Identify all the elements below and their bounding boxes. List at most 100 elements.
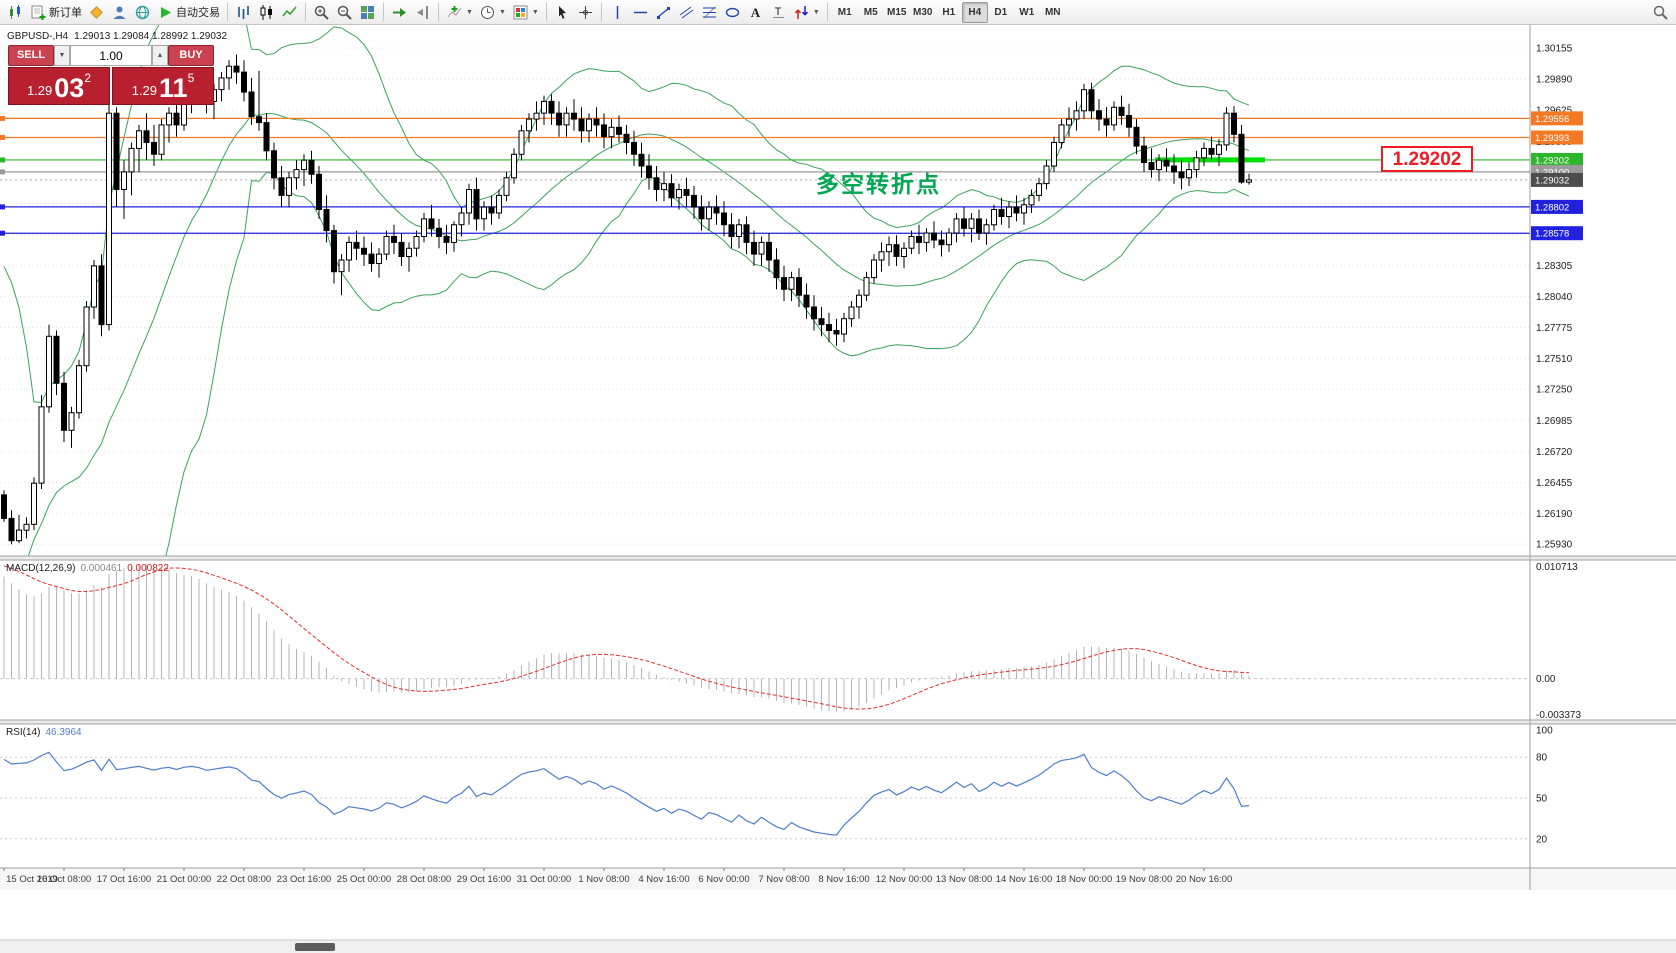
macd-pane: 0.010713 0.00 -0.003373	[0, 562, 1581, 721]
timeframe-H4-button[interactable]: H4	[961, 1, 988, 23]
chart-window[interactable]: 1.301551.298901.296251.293601.290951.288…	[0, 25, 1676, 953]
lot-size-input[interactable]	[70, 45, 152, 66]
search-glyph	[1653, 5, 1668, 20]
trendline-glyph	[656, 6, 670, 19]
svg-text:1.29890: 1.29890	[1536, 75, 1573, 86]
macd-histogram	[3, 563, 1250, 713]
lot-spin-down[interactable]: ▼	[54, 45, 70, 66]
svg-text:31 Oct 00:00: 31 Oct 00:00	[517, 874, 571, 885]
metaeditor-icon[interactable]	[85, 2, 108, 23]
sell-button[interactable]: SELL	[8, 45, 54, 66]
ask-pipette: 5	[187, 71, 195, 85]
one-click-prices: 1.29 03 2 1.29 11 5	[8, 67, 214, 105]
toolbar-separator	[545, 3, 547, 21]
toolbar-separator	[826, 3, 828, 21]
rsi-indicator-label: RSI(14) 46.3964	[6, 727, 82, 738]
app-glyph	[10, 4, 20, 19]
profile-icon[interactable]	[108, 2, 131, 23]
timeframe-M5-button[interactable]: M5	[858, 2, 884, 23]
buy-button[interactable]: BUY	[168, 45, 214, 66]
svg-text:80: 80	[1536, 753, 1548, 764]
zoom-in-icon[interactable]	[310, 2, 333, 23]
shapes-glyph	[725, 7, 740, 17]
buy-price-button[interactable]: 1.29 11 5	[112, 67, 214, 105]
clock-glyph	[480, 5, 494, 19]
timeframe-W1-button[interactable]: W1	[1014, 2, 1040, 23]
ohlc-values: 1.29013 1.29084 1.28992 1.29032	[74, 31, 228, 42]
bid-prefix: 1.29	[26, 83, 53, 98]
horizontal-level-lines[interactable]	[0, 115, 1530, 236]
candles	[1, 54, 1252, 545]
text-icon[interactable]: A	[744, 2, 767, 23]
svg-text:7 Nov 08:00: 7 Nov 08:00	[758, 874, 809, 885]
svg-text:50: 50	[1536, 794, 1548, 805]
indicators-icon[interactable]: ▼	[443, 2, 476, 23]
svg-text:18 Nov 00:00: 18 Nov 00:00	[1056, 874, 1113, 885]
autotrading-button[interactable]: 自动交易	[154, 2, 223, 23]
bid-pipette: 2	[84, 71, 92, 85]
lot-spin-up[interactable]: ▲	[152, 45, 168, 66]
svg-text:0.00: 0.00	[1536, 674, 1556, 685]
line-chart-icon[interactable]	[278, 2, 301, 23]
trendline-icon[interactable]	[652, 2, 675, 23]
candles-glyph	[260, 4, 272, 20]
chart-text-annotation: 多空转折点	[816, 171, 941, 197]
svg-text:19 Nov 08:00: 19 Nov 08:00	[1116, 874, 1173, 885]
label-glyph: T	[772, 6, 784, 18]
svg-text:25 Oct 00:00: 25 Oct 00:00	[337, 874, 391, 885]
periods-dropdown[interactable]: ▼	[476, 2, 509, 23]
macd-name: MACD(12,26,9)	[6, 563, 76, 574]
svg-text:4 Nov 16:00: 4 Nov 16:00	[638, 874, 689, 885]
tile-windows-icon[interactable]	[356, 2, 379, 23]
app-icon[interactable]	[4, 2, 27, 23]
svg-text:28 Oct 08:00: 28 Oct 08:00	[397, 874, 451, 885]
fibonacci-icon[interactable]	[698, 2, 721, 23]
svg-text:21 Oct 00:00: 21 Oct 00:00	[157, 874, 211, 885]
svg-text:1.27775: 1.27775	[1536, 323, 1573, 334]
chevron-down-icon: ▼	[812, 8, 820, 16]
search-icon[interactable]	[1649, 2, 1672, 23]
shapes-icon[interactable]	[721, 2, 744, 23]
auto-scroll-icon[interactable]	[388, 2, 411, 23]
timeframe-D1-button[interactable]: D1	[988, 2, 1014, 23]
zoom-in-glyph	[314, 5, 329, 20]
bar-chart-icon[interactable]	[232, 2, 255, 23]
candlestick-chart-icon[interactable]	[255, 2, 278, 23]
svg-text:6 Nov 00:00: 6 Nov 00:00	[698, 874, 749, 885]
cursor-icon[interactable]	[551, 2, 574, 23]
ask-big-digits: 11	[159, 73, 188, 103]
arrows-icon[interactable]: ▼	[790, 2, 823, 23]
horizontal-line-icon[interactable]	[629, 2, 652, 23]
crosshair-icon[interactable]	[574, 2, 597, 23]
templates-dropdown[interactable]: ▼	[509, 2, 542, 23]
timeframe-M1-button[interactable]: M1	[832, 2, 858, 23]
text-label-icon[interactable]: T	[767, 2, 790, 23]
chevron-down-icon: ▼	[498, 8, 506, 16]
crosshair-glyph	[578, 5, 592, 19]
horizontal-scrollbar[interactable]	[0, 939, 1676, 953]
chart-shift-icon[interactable]	[411, 2, 434, 23]
sell-price-button[interactable]: 1.29 03 2	[8, 67, 110, 105]
svg-text:20 Nov 16:00: 20 Nov 16:00	[1176, 874, 1233, 885]
toolbar-separator	[600, 3, 602, 21]
chart-canvas[interactable]: 1.301551.298901.296251.293601.290951.288…	[0, 25, 1676, 953]
bars-glyph	[238, 5, 249, 19]
svg-text:8 Nov 16:00: 8 Nov 16:00	[818, 874, 869, 885]
timeframe-H1-button[interactable]: H1	[936, 2, 962, 23]
svg-text:A: A	[751, 5, 761, 20]
svg-text:1.26455: 1.26455	[1536, 478, 1573, 489]
vline-glyph	[616, 5, 619, 19]
tiles-glyph	[361, 5, 374, 19]
auto-scroll-glyph	[393, 7, 406, 17]
channel-icon[interactable]	[675, 2, 698, 23]
globe-icon[interactable]	[131, 2, 154, 23]
timeframe-M15-button[interactable]: M15	[884, 2, 910, 23]
vertical-line-icon[interactable]	[606, 2, 629, 23]
timeframe-M30-button[interactable]: M30	[910, 2, 936, 23]
new-order-button[interactable]: 新订单	[27, 2, 85, 23]
macd-signal-line	[3, 565, 1250, 710]
template-glyph	[513, 5, 528, 19]
toolbar-separator	[227, 3, 228, 21]
timeframe-MN-button[interactable]: MN	[1040, 2, 1066, 23]
zoom-out-icon[interactable]	[333, 2, 356, 23]
